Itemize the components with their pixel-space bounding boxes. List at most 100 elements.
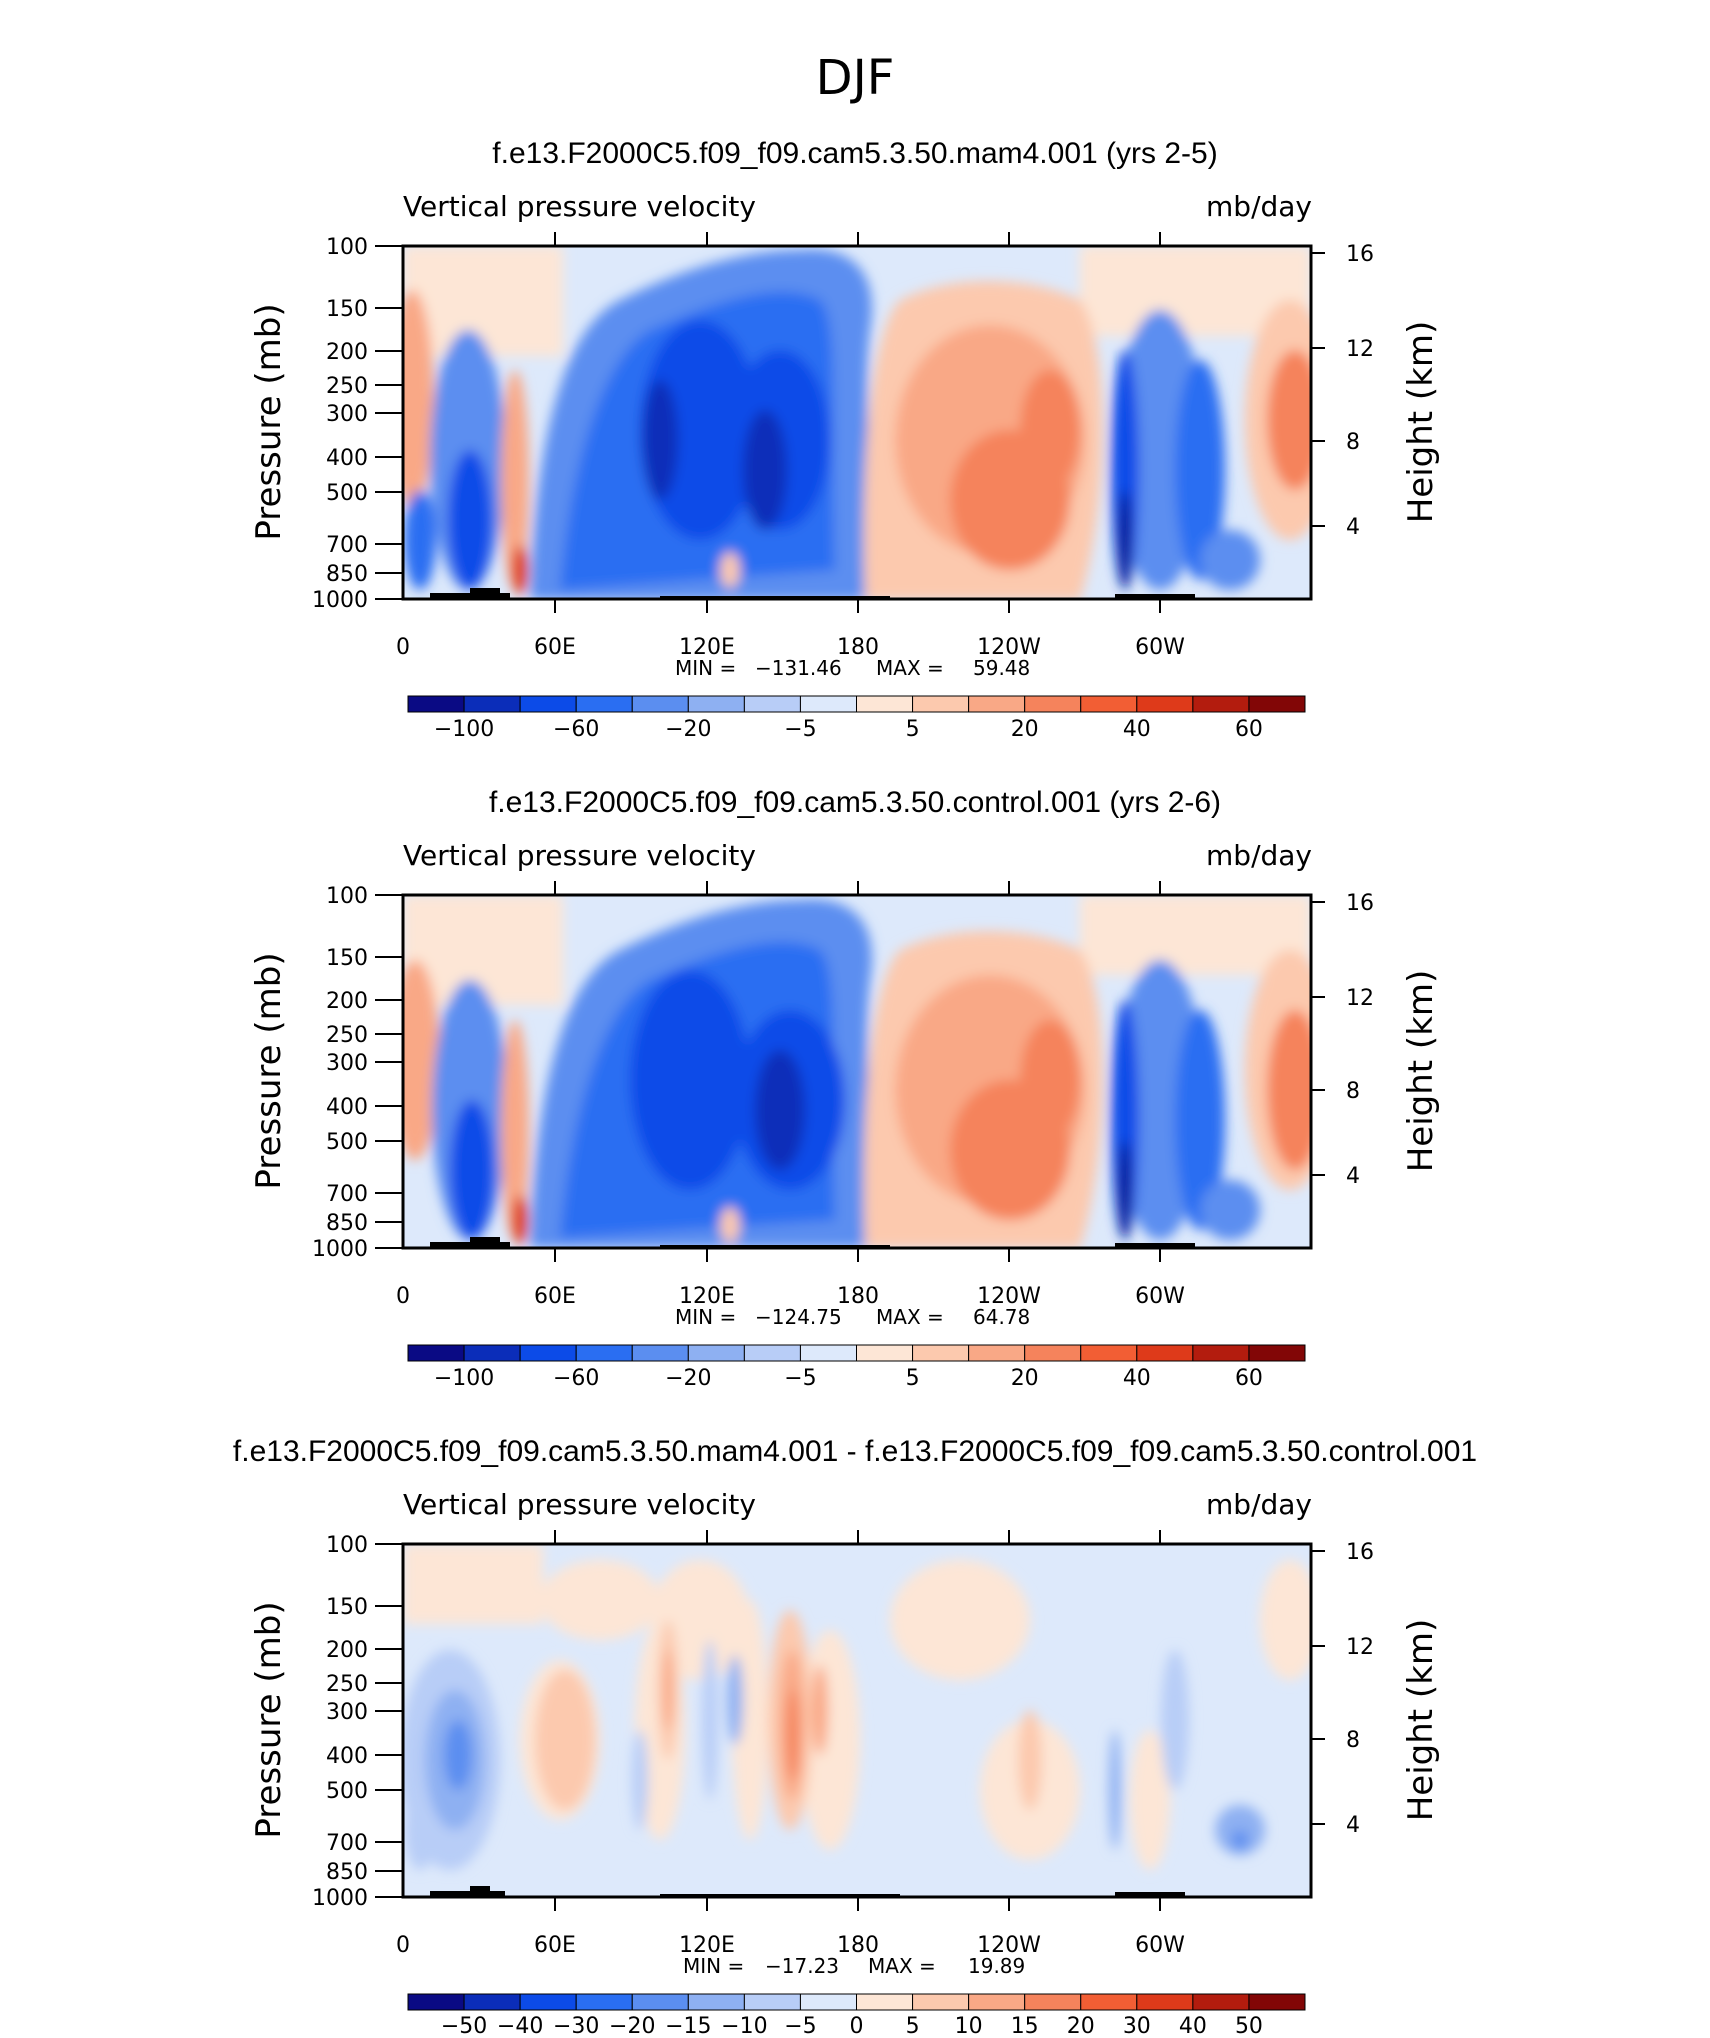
colorbar-label: −60	[553, 1366, 599, 1391]
colorbar-box	[1024, 1993, 1082, 2011]
colorbar-label: 5	[906, 717, 920, 742]
ticks	[554, 1530, 1325, 1911]
ticks	[554, 232, 1325, 613]
colorbar-box	[799, 695, 857, 713]
units-label: mb/day	[1206, 190, 1312, 223]
colorbar-box	[743, 695, 801, 713]
colorbar-box	[1080, 1344, 1138, 1362]
y2tick-label: 8	[1346, 1079, 1360, 1104]
ytick-label: 300	[326, 402, 368, 427]
ytick-label: 150	[326, 297, 368, 322]
colorbar-box	[912, 695, 970, 713]
colorbar-box	[519, 695, 577, 713]
ytick-label: 300	[326, 1700, 368, 1725]
colorbar-label: −40	[497, 2014, 543, 2038]
y2-axis-label: Height (km)	[1401, 321, 1441, 524]
panel-difference: f.e13.F2000C5.f09_f09.cam5.3.50.mam4.001…	[233, 1435, 1477, 2038]
ytick-label: 850	[326, 562, 368, 587]
panel-mam4: f.e13.F2000C5.f09_f09.cam5.3.50.mam4.001…	[249, 137, 1441, 742]
colorbar-label: −30	[553, 2014, 599, 2038]
colorbar-box	[1136, 1344, 1194, 1362]
colorbar-box	[743, 1344, 801, 1362]
y-axis-label: Pressure (mb)	[249, 952, 289, 1189]
y2tick-label: 8	[1346, 1728, 1360, 1753]
ytick-label: 850	[326, 1860, 368, 1885]
min-value: −131.46	[755, 656, 842, 680]
x-tick-labels: 0 60E 120E 180 120W 60W	[396, 1284, 1185, 1309]
min-max-stats: MIN = −124.75 MAX = 64.78	[675, 1305, 1030, 1329]
ytick-label: 100	[326, 235, 368, 260]
y-tick-labels: 100 150 200 250 300 400 500 700 850 1000	[312, 1533, 368, 1911]
xtick-label: 180	[837, 635, 879, 660]
ytick-label: 250	[326, 1672, 368, 1697]
colorbar-label: 20	[1011, 1366, 1039, 1391]
colorbar-box	[463, 1344, 521, 1362]
colorbar: −100 −60 −20 −5 5 20 40 60	[407, 695, 1306, 742]
y2tick-label: 4	[1346, 1164, 1360, 1189]
ytick-label: 150	[326, 946, 368, 971]
colorbar-label: −50	[441, 2014, 487, 2038]
y2tick-label: 12	[1346, 1635, 1374, 1660]
ticks	[554, 881, 1325, 1262]
y2tick-label: 16	[1346, 891, 1374, 916]
colorbar-box	[687, 695, 745, 713]
colorbar-box	[968, 1344, 1026, 1362]
colorbar-box	[912, 1344, 970, 1362]
y2tick-label: 4	[1346, 1813, 1360, 1838]
ytick-label: 150	[326, 1595, 368, 1620]
colorbar-box	[1024, 1344, 1082, 1362]
xtick-label: 60E	[534, 1933, 576, 1958]
colorbar-label: 10	[955, 2014, 983, 2038]
colorbar-label: 40	[1123, 1366, 1151, 1391]
y-axis-label: Pressure (mb)	[249, 1601, 289, 1838]
y2tick-label: 8	[1346, 430, 1360, 455]
colorbar-box	[912, 1993, 970, 2011]
colorbar-label: 30	[1123, 2014, 1151, 2038]
max-label: MAX =	[868, 1954, 936, 1978]
colorbar-label: 40	[1123, 717, 1151, 742]
colorbar-box	[1192, 1993, 1250, 2011]
ytick-label: 400	[326, 1095, 368, 1120]
xtick-label: 120E	[679, 635, 735, 660]
colorbar-box	[1248, 695, 1306, 713]
panel-title: f.e13.F2000C5.f09_f09.cam5.3.50.mam4.001…	[492, 137, 1217, 170]
y-tick-labels: 100 150 200 250 300 400 500 700 850 1000	[312, 235, 368, 613]
colorbar-box	[687, 1344, 745, 1362]
ytick-label: 200	[326, 1638, 368, 1663]
colorbar-box	[575, 1993, 633, 2011]
contour-field	[403, 246, 1311, 599]
y2tick-label: 12	[1346, 337, 1374, 362]
xtick-label: 120E	[679, 1284, 735, 1309]
colorbar-box	[575, 1344, 633, 1362]
max-label: MAX =	[876, 1305, 944, 1329]
min-max-stats: MIN = −17.23 MAX = 19.89	[683, 1954, 1025, 1978]
contour-field	[403, 1544, 1311, 1897]
colorbar-label: −10	[721, 2014, 767, 2038]
ytick-label: 500	[326, 481, 368, 506]
xtick-label: 0	[396, 1933, 410, 1958]
y-tick-labels: 100 150 200 250 300 400 500 700 850 1000	[312, 884, 368, 1262]
y2tick-label: 16	[1346, 242, 1374, 267]
xtick-label: 120W	[977, 1284, 1041, 1309]
y-tick-lines	[375, 1543, 403, 1898]
ytick-label: 250	[326, 374, 368, 399]
ytick-label: 1000	[312, 588, 368, 613]
colorbar-box	[799, 1344, 857, 1362]
xtick-label: 180	[837, 1933, 879, 1958]
min-value: −124.75	[755, 1305, 842, 1329]
ytick-label: 500	[326, 1130, 368, 1155]
ytick-label: 200	[326, 340, 368, 365]
colorbar-label: 15	[1011, 2014, 1039, 2038]
y2tick-label: 4	[1346, 515, 1360, 540]
colorbar-label: 60	[1235, 717, 1263, 742]
colorbar-box	[856, 1993, 914, 2011]
variable-label: Vertical pressure velocity	[403, 190, 756, 223]
min-value: −17.23	[765, 1954, 839, 1978]
ytick-label: 850	[326, 1211, 368, 1236]
max-value: 64.78	[973, 1305, 1030, 1329]
colorbar-box	[968, 1993, 1026, 2011]
max-value: 59.48	[973, 656, 1030, 680]
panel-title: f.e13.F2000C5.f09_f09.cam5.3.50.mam4.001…	[233, 1435, 1477, 1468]
colorbar-box	[1080, 695, 1138, 713]
colorbar-box	[519, 1993, 577, 2011]
